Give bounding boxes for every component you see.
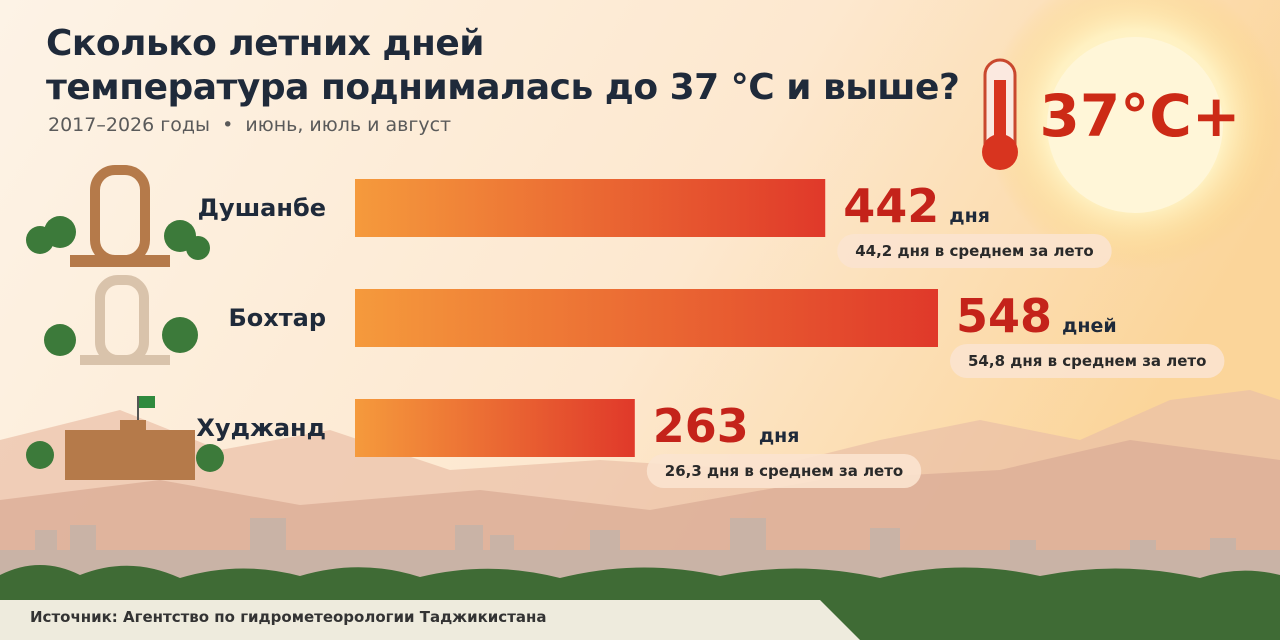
bar <box>355 289 938 347</box>
thermometer <box>982 58 1018 170</box>
value-label: 263 <box>653 399 749 453</box>
note-pill <box>646 454 922 488</box>
note-pill <box>950 344 1225 378</box>
value-label: 548 <box>956 289 1052 343</box>
category-label: Бохтар <box>228 304 326 332</box>
source: Источник: Агентство по гидрометеорологии… <box>30 608 547 626</box>
unit-label: дня <box>949 205 990 227</box>
unit-label: дней <box>1062 315 1117 337</box>
note: 26,3 дня в среднем за лето <box>665 462 903 480</box>
note: 54,8 дня в среднем за лето <box>968 352 1206 370</box>
category-label: Душанбе <box>198 194 326 222</box>
category-label: Худжанд <box>196 414 326 442</box>
unit-label: дня <box>759 425 800 447</box>
sun-disc <box>1047 37 1223 213</box>
trees <box>26 216 224 472</box>
subtitle: 2017–2026 годы • июнь, июль и август <box>48 114 452 136</box>
landmarks <box>65 165 195 480</box>
title: Сколько летних дней температура поднимал… <box>46 23 960 108</box>
note-pill <box>837 234 1112 268</box>
value-label: 442 <box>843 179 939 233</box>
bar <box>355 179 826 237</box>
badge: 37°C+ <box>1040 82 1241 150</box>
source-band <box>0 600 860 640</box>
bar <box>355 399 635 457</box>
note: 44,2 дня в среднем за лето <box>855 242 1093 260</box>
